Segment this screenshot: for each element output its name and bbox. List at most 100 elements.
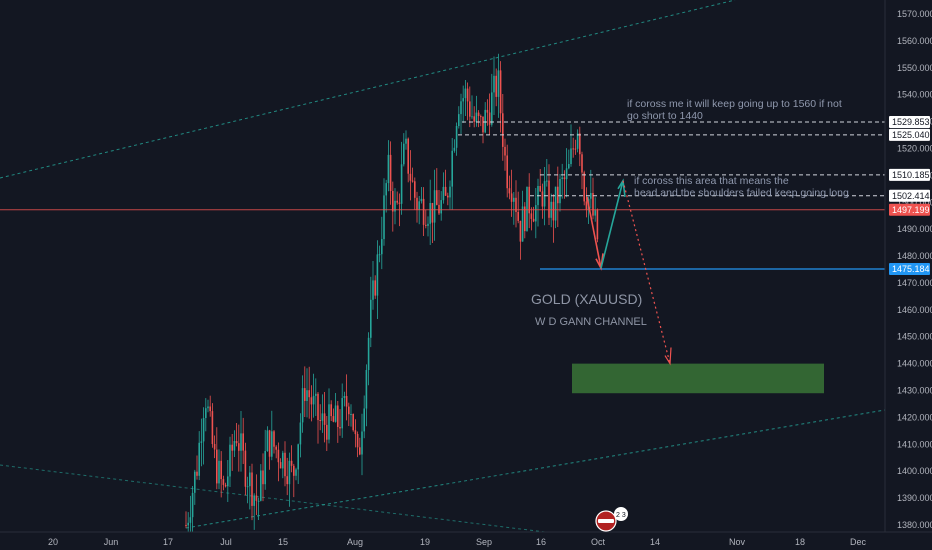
- price-tick-label: 1400.000: [897, 466, 932, 476]
- price-tick-label: 1560.000: [897, 36, 932, 46]
- candle-body: [189, 517, 192, 523]
- candle-body: [337, 405, 339, 427]
- dividend-icon[interactable]: 2 3: [595, 507, 628, 532]
- candle-body: [260, 470, 262, 501]
- candle-body: [480, 116, 482, 118]
- candle-body: [328, 404, 330, 440]
- time-tick-label: Aug: [347, 537, 363, 547]
- candle-body: [458, 114, 460, 126]
- candle-body: [295, 469, 297, 476]
- candle-body: [356, 434, 359, 448]
- candle-body: [220, 460, 222, 480]
- candle-body: [583, 172, 585, 202]
- dotted-arrow-head: [664, 347, 672, 366]
- price-tick-label: 1470.000: [897, 278, 932, 288]
- candle-body: [392, 191, 394, 212]
- down-arrow: [586, 196, 602, 269]
- time-tick-label: 14: [650, 537, 660, 547]
- candle-body: [422, 198, 425, 225]
- candle-body: [376, 254, 379, 296]
- candle-body: [526, 186, 528, 232]
- price-label-box: [889, 263, 930, 275]
- candle-body: [590, 193, 592, 199]
- time-tick-label: 17: [163, 537, 173, 547]
- candle-body: [319, 420, 321, 421]
- candle-body: [200, 441, 203, 443]
- candle-body: [552, 201, 555, 221]
- candle-body: [284, 452, 286, 477]
- candle-body: [207, 406, 209, 409]
- candle-body: [378, 254, 381, 256]
- candle-body: [418, 201, 420, 210]
- candle-body: [235, 441, 238, 444]
- candle-body: [310, 397, 313, 405]
- candle-body: [473, 116, 475, 122]
- candle-body: [222, 479, 225, 485]
- candle-body: [493, 75, 495, 93]
- candle-body: [363, 408, 365, 432]
- candle-body: [460, 101, 462, 115]
- candle-body: [345, 396, 348, 407]
- price-label: 1502.414: [892, 191, 930, 201]
- price-tick-label: 1420.000: [897, 412, 932, 422]
- channel-lower-line: [185, 409, 886, 529]
- candle-body: [205, 408, 207, 418]
- candle-body: [348, 406, 350, 415]
- candle-body: [506, 155, 508, 189]
- candle-body: [326, 424, 328, 440]
- candle-body: [486, 109, 489, 113]
- candle-body: [427, 223, 429, 226]
- candle-body: [431, 203, 434, 223]
- candle-body: [266, 430, 269, 451]
- time-tick-label: Jun: [104, 537, 119, 547]
- candle-body: [334, 405, 337, 422]
- time-tick-label: Sep: [476, 537, 492, 547]
- candle-body: [579, 133, 581, 155]
- note-lower-line-2: head and the shoulders failed keep going…: [634, 187, 849, 199]
- candle-body: [396, 200, 398, 203]
- price-tick-label: 1490.000: [897, 224, 932, 234]
- candle-body: [594, 210, 596, 216]
- candle-body: [521, 206, 524, 242]
- projection-arrows: [586, 178, 672, 366]
- candle-body: [574, 148, 577, 150]
- target-zone[interactable]: [572, 363, 824, 394]
- price-tick-label: 1440.000: [897, 359, 932, 369]
- price-tick-label: 1570.000: [897, 9, 932, 19]
- candle-body: [407, 138, 409, 174]
- candle-body: [268, 430, 271, 457]
- candle-body: [517, 212, 519, 221]
- candle-body: [242, 433, 244, 451]
- candle-body: [381, 239, 383, 255]
- candle-body: [187, 522, 189, 526]
- candle-body: [546, 180, 548, 182]
- candle-body: [524, 206, 526, 232]
- candle-body: [341, 398, 343, 429]
- candle-body: [444, 186, 447, 196]
- candle-body: [249, 472, 251, 487]
- candle-body: [570, 148, 572, 164]
- candle-body: [185, 525, 187, 526]
- candle-body: [491, 92, 493, 125]
- candle-body: [275, 446, 277, 450]
- candle-body: [510, 193, 513, 202]
- time-tick-label: 15: [278, 537, 288, 547]
- candle-body: [535, 205, 537, 222]
- candle-body: [488, 112, 491, 125]
- candle-body: [213, 444, 216, 450]
- candles: [185, 53, 599, 538]
- candle-body: [515, 197, 517, 212]
- candle-body: [442, 186, 445, 201]
- candle-body: [528, 186, 530, 214]
- candle-body: [374, 280, 376, 296]
- candle-body: [191, 492, 194, 518]
- time-axis-panel[interactable]: [0, 532, 932, 550]
- candle-body: [403, 143, 405, 165]
- candle-body: [482, 116, 484, 133]
- candle-body: [301, 388, 304, 423]
- candle-body: [198, 442, 200, 476]
- candle-body: [425, 224, 427, 226]
- price-label: 1525.040: [892, 130, 930, 140]
- candle-body: [330, 404, 332, 417]
